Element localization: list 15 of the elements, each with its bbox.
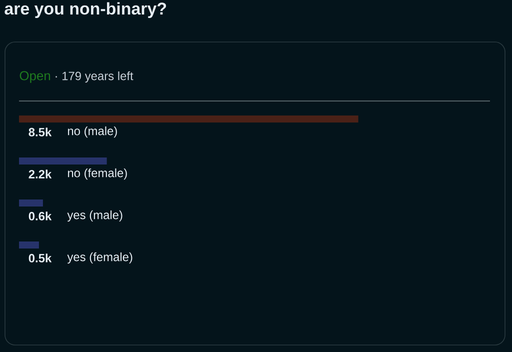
chart-title: are you non-binary? [4,2,166,18]
data-label: 0.6k [28,212,52,220]
bar [19,200,43,206]
data-label: 2.2k [28,170,52,178]
y-tick-label: yes (female) [67,252,132,264]
y-tick-label: no (female) [68,168,127,180]
data-label: 0.5k [28,254,52,262]
bar [19,116,358,122]
bar [19,158,107,164]
bar [19,242,39,248]
y-tick-label: yes (male) [67,210,122,222]
y-tick-label: no (male) [68,126,117,138]
text: · 179 years left [56,71,134,83]
chart-subtitle: Open [20,71,50,83]
data-label: 8.5k [28,128,52,136]
